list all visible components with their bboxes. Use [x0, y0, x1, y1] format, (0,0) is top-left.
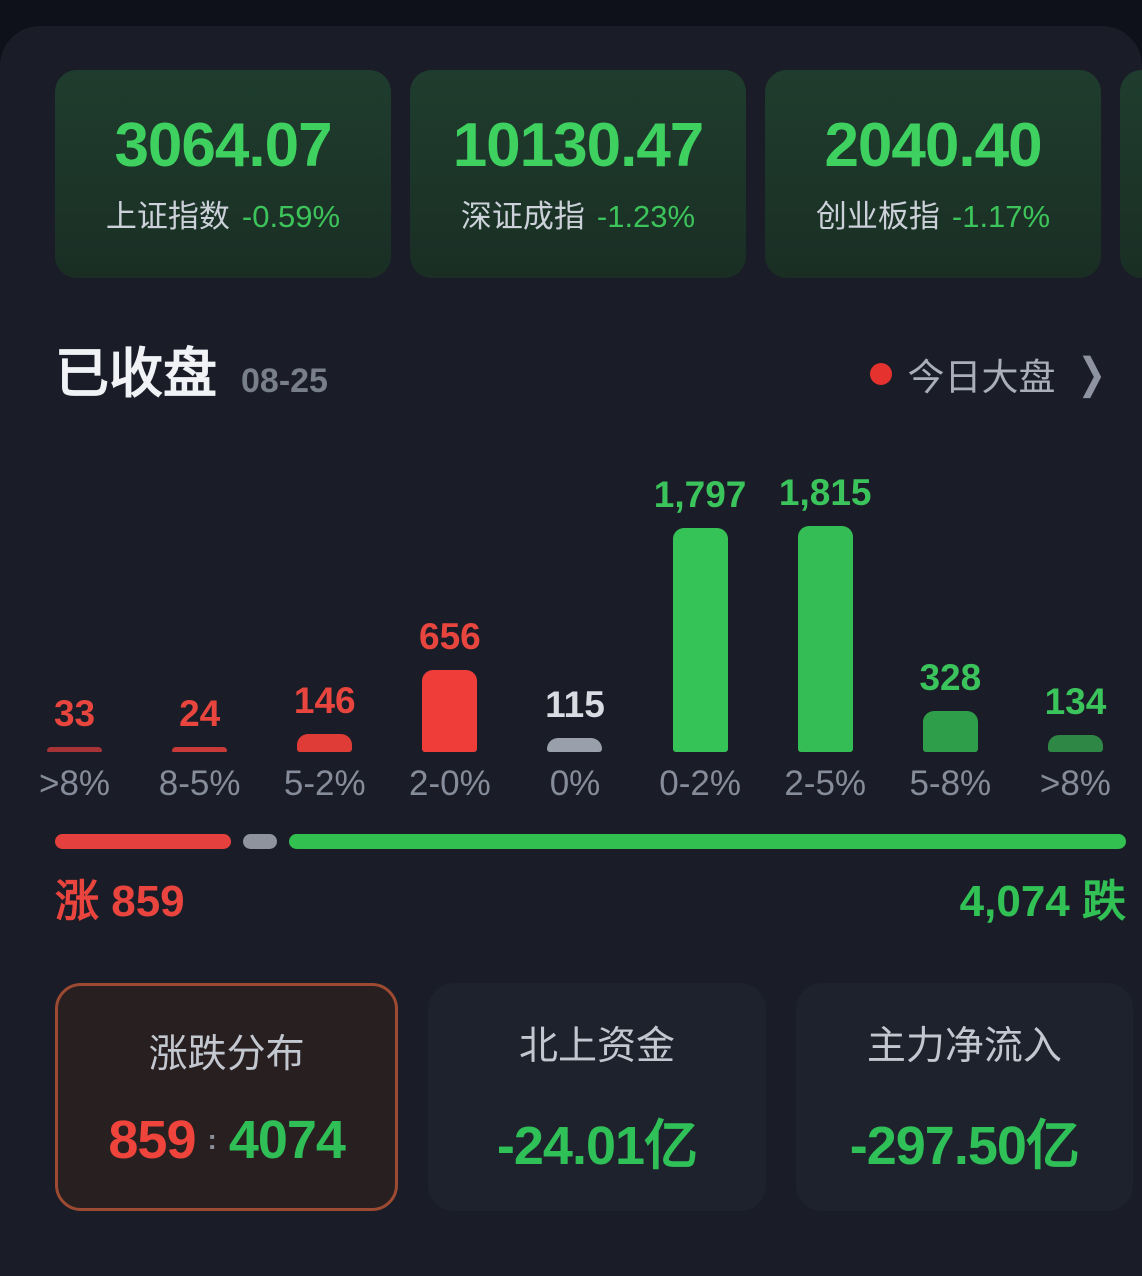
bar [797, 526, 853, 752]
index-card-peek[interactable] [1120, 70, 1142, 278]
bar-value-label: 115 [545, 684, 605, 725]
chart-column: 656 2-0% [387, 466, 512, 804]
bar-category-label: 5-8% [909, 764, 992, 803]
advance-decline-bar [55, 834, 1126, 849]
market-status-label: 已收盘 [55, 344, 217, 404]
bar-value-label: 33 [53, 693, 96, 734]
chart-column: 134 >8% [1013, 466, 1138, 804]
chart-column: 1,815 2-5% [763, 466, 888, 804]
bar-category-label: >8% [1039, 764, 1111, 803]
card-title: 北上资金 [518, 1024, 675, 1068]
index-name: 深证成指 [460, 198, 585, 234]
bar [297, 734, 353, 752]
advance-decline-totals: 涨 859 4,074 跌 [0, 865, 1142, 929]
chevron-right-icon: ❯ [1077, 350, 1107, 398]
advancers-total: 涨 859 [55, 877, 185, 926]
index-name: 创业板指 [815, 198, 940, 234]
chart-column: 1,797 0-2% [638, 466, 763, 804]
today-market-label: 今日大盘 [907, 357, 1056, 398]
pair-separator: : [207, 1124, 217, 1155]
index-value: 3064.07 [114, 111, 332, 181]
index-value: 10130.47 [452, 111, 705, 181]
summary-cards-row: 涨跌分布 859 : 4074 北上资金 -24.01亿 主力净流入 -297.… [0, 983, 1142, 1211]
bar-category-label: 0% [549, 764, 601, 803]
chart-columns: 33 >8% 24 8-5% 146 5-2% 656 2-0% 115 0% 1,797 0-2% 1… [12, 466, 1138, 804]
card-title: 涨跌分布 [148, 1033, 305, 1076]
bar-category-label: 5-2% [283, 764, 366, 803]
today-market-link[interactable]: 今日大盘 ❯ [869, 347, 1107, 401]
bar-value-label: 146 [293, 680, 356, 721]
bar [547, 738, 603, 752]
bar [47, 747, 103, 752]
market-date: 08-25 [241, 362, 328, 400]
card-main-net-inflow[interactable]: 主力净流入 -297.50亿 [795, 983, 1133, 1211]
bar-value-label: 1,797 [653, 474, 747, 515]
bar-category-label: 2-5% [784, 764, 867, 803]
index-card-chinext[interactable]: 2040.40 创业板指 -1.17% [765, 70, 1101, 278]
chart-column: 146 5-2% [262, 466, 387, 804]
index-name: 上证指数 [105, 198, 230, 234]
bar-category-label: 2-0% [409, 764, 491, 803]
bar-category-label: >8% [39, 764, 111, 803]
bar [422, 670, 478, 752]
bar-value-label: 328 [919, 657, 982, 698]
bar [922, 711, 978, 752]
bar-value-label: 656 [419, 616, 481, 657]
status-row: 已收盘 08-25 今日大盘 ❯ [0, 344, 1142, 404]
chart-column: 115 0% [512, 466, 637, 804]
live-dot-icon [869, 363, 892, 385]
index-card-shanghai[interactable]: 3064.07 上证指数 -0.59% [55, 70, 391, 278]
main-net-inflow-value: -297.50亿 [849, 1115, 1080, 1176]
ratio-flat-segment [243, 834, 278, 849]
bar-category-label: 0-2% [659, 764, 741, 803]
bar-value-label: 1,815 [778, 472, 872, 513]
bar [1047, 735, 1103, 752]
bar [172, 747, 228, 752]
bar-category-label: 8-5% [158, 764, 241, 803]
distribution-chart: 33 >8% 24 8-5% 146 5-2% 656 2-0% 115 0% 1,797 0-2% 1… [0, 466, 1142, 804]
index-change: -0.59% [241, 198, 341, 234]
northbound-value: -24.01亿 [496, 1115, 698, 1176]
chart-column: 24 8-5% [137, 466, 262, 804]
card-title: 主力净流入 [866, 1024, 1062, 1068]
decliners-total: 4,074 跌 [959, 877, 1126, 926]
card-northbound-funds[interactable]: 北上资金 -24.01亿 [428, 983, 766, 1211]
bar-value-label: 24 [179, 693, 221, 734]
market-panel: 3064.07 上证指数 -0.59% 10130.47 深证成指 -1.23%… [0, 26, 1142, 1276]
index-card-shenzhen[interactable]: 10130.47 深证成指 -1.23% [410, 70, 746, 278]
card-updown-distribution[interactable]: 涨跌分布 859 : 4074 [55, 983, 399, 1211]
bar [672, 528, 728, 752]
index-cards-row: 3064.07 上证指数 -0.59% 10130.47 深证成指 -1.23%… [0, 70, 1142, 278]
ratio-up-segment [55, 834, 232, 849]
ratio-down-segment [289, 834, 1126, 849]
index-change: -1.17% [951, 198, 1051, 234]
chart-column: 33 >8% [12, 466, 137, 804]
chart-column: 328 5-8% [888, 466, 1013, 804]
index-change: -1.23% [596, 198, 696, 234]
advancers-count: 859 [108, 1110, 196, 1170]
index-value: 2040.40 [824, 111, 1042, 181]
decliners-count: 4074 [228, 1110, 346, 1170]
bar-value-label: 134 [1044, 681, 1107, 722]
